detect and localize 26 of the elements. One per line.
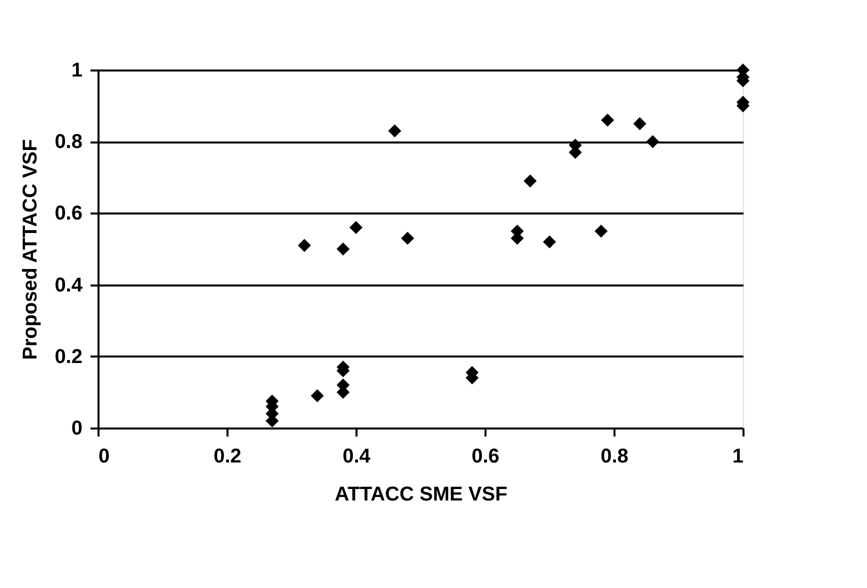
point [646,135,660,148]
y-tick-label: 0.6 [54,202,82,225]
point [401,232,414,245]
x-tick-label: 0.6 [472,446,500,468]
point [388,124,402,138]
point [336,242,350,256]
point [542,235,556,248]
y-tick-label: 1 [71,60,82,82]
y-tick-label: 0 [71,418,82,440]
point [633,117,646,130]
y-axis-title: Proposed ATTACC VSF [20,139,42,360]
point [349,221,363,234]
x-tick-label: 0.8 [600,446,628,468]
point [524,174,537,188]
x-axis-title: ATTACC SME VSF [334,484,508,506]
point [601,114,614,127]
point [298,238,311,252]
y-tick-label: 0.2 [54,346,82,368]
x-tick-label: 0 [98,446,110,468]
x-tick-label: 0.4 [342,446,372,468]
x-tick-label: 0.2 [214,446,242,468]
point [594,224,608,238]
y-tick-label: 0.4 [54,274,84,296]
y-tick-label: 0.8 [54,131,82,154]
x-tick-label: 1 [732,446,744,468]
point [310,389,324,402]
